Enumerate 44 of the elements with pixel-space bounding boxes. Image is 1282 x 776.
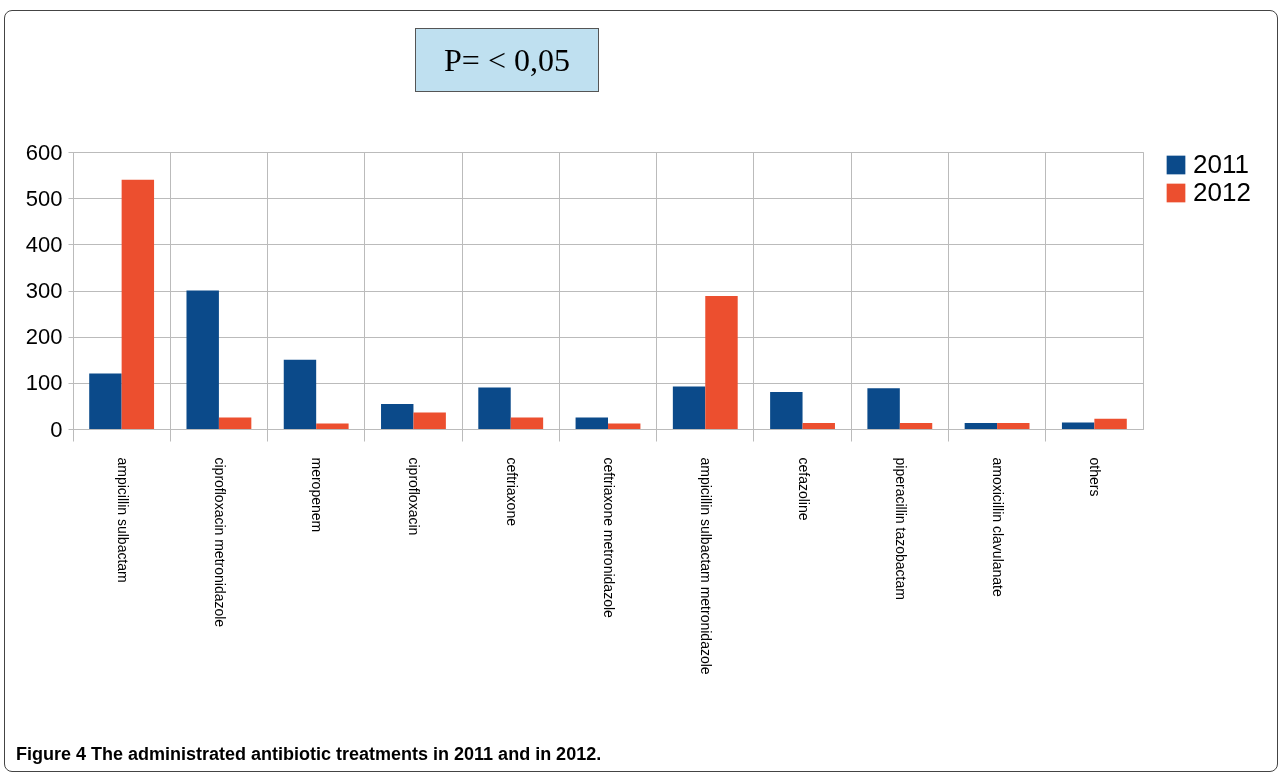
y-tick-label: 400 xyxy=(25,231,63,257)
y-tick-label: 500 xyxy=(25,185,63,211)
y-tick-label: 100 xyxy=(25,370,63,396)
x-tick-label: amoxicillin clavulanate xyxy=(990,457,1007,597)
x-tick-label: ampicillin sulbactam metronidazole xyxy=(698,457,715,675)
bar xyxy=(802,423,835,429)
x-tick-label: ciprofloxacin xyxy=(406,457,423,536)
x-tick-label: ciprofloxacin metronidazole xyxy=(211,457,228,628)
legend-label: 2012 xyxy=(1193,177,1251,207)
bar xyxy=(867,388,900,429)
y-tick-label: 300 xyxy=(25,278,63,303)
bar xyxy=(705,296,738,429)
y-tick-label: 0 xyxy=(50,416,63,442)
bar xyxy=(770,392,803,429)
y-tick-label: 600 xyxy=(25,139,63,165)
bar xyxy=(218,417,252,429)
bar xyxy=(186,290,219,429)
bar xyxy=(413,412,446,429)
text: P= < 0,05 xyxy=(415,28,599,92)
bar xyxy=(575,417,608,429)
bar xyxy=(316,423,349,429)
y-tick-label: 200 xyxy=(25,324,63,350)
x-tick-label: meropenem xyxy=(309,457,326,533)
x-tick-label: ceftriaxone metronidazole xyxy=(601,457,617,619)
legend-label: 2011 xyxy=(1193,149,1249,179)
bar xyxy=(510,417,544,429)
bar xyxy=(997,423,1030,429)
bar xyxy=(478,387,511,429)
bar xyxy=(1061,422,1095,429)
bar xyxy=(1094,418,1127,429)
x-tick-label: piperacillin tazobactam xyxy=(892,457,909,600)
bar xyxy=(121,179,155,429)
x-tick-label: others xyxy=(1087,457,1104,497)
bar xyxy=(283,359,317,429)
caption: Figure 4 The administrated antibiotic treatments in 2011 and in 2012. xyxy=(16,744,602,765)
x-tick-label: ampicillin sulbactam xyxy=(114,457,131,583)
bar xyxy=(608,423,641,429)
bar xyxy=(964,423,998,429)
bar xyxy=(89,373,122,429)
bar xyxy=(672,386,706,429)
x-tick-label: ceftriaxone xyxy=(503,457,520,527)
bar xyxy=(899,423,933,429)
x-tick-label: cefazoline xyxy=(795,457,812,521)
bar xyxy=(381,404,414,429)
